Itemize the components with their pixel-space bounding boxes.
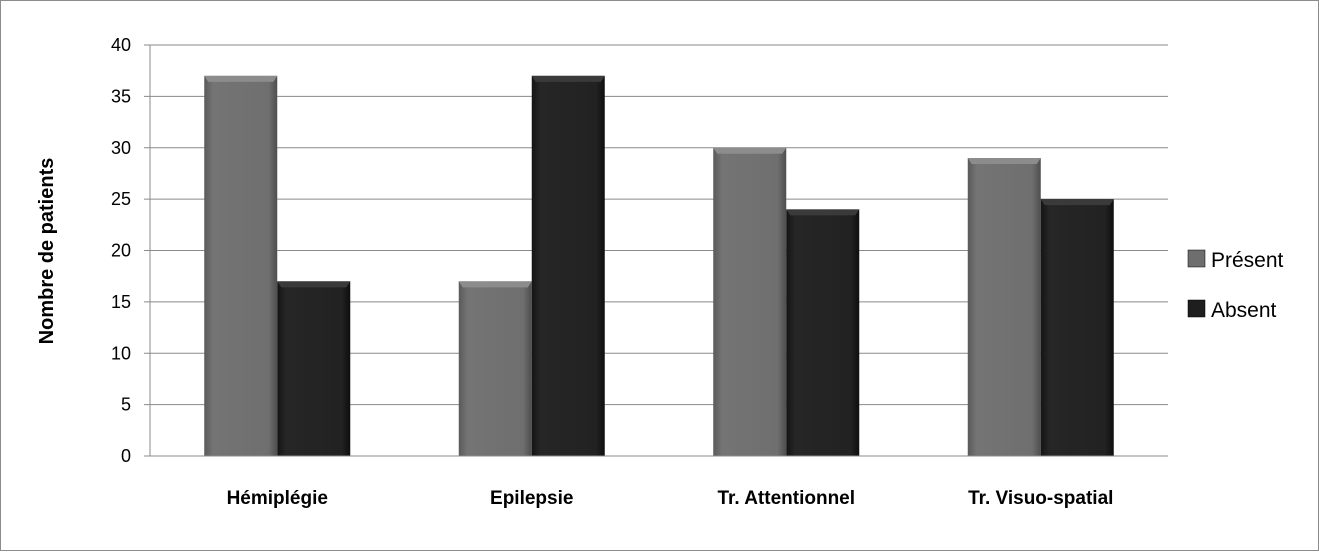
y-tick-label: 20 [111, 241, 131, 261]
legend-item-présent: Présent [1187, 249, 1284, 272]
bar-body [204, 75, 278, 456]
bar-absent [277, 281, 351, 456]
x-category-label: Tr. Attentionnel [717, 488, 855, 509]
bar-absent [1040, 199, 1114, 456]
y-tick-label: 30 [111, 138, 131, 158]
bar-body [531, 75, 605, 456]
x-axis-categories: Hémiplégie Epilepsie Tr. Attentionnel Tr. V… [227, 488, 1114, 509]
bar-présent [967, 158, 1041, 456]
bar-bevel [531, 75, 605, 82]
y-tick-label: 35 [111, 86, 131, 106]
bar-body [786, 209, 860, 456]
y-axis-ticks: 0 5 10 15 20 25 30 35 40 [111, 35, 151, 466]
bar-absent [531, 75, 605, 456]
x-category-label: Tr. Visuo-spatial [968, 488, 1113, 509]
legend: Présent Absent [1187, 249, 1284, 322]
bar-présent [204, 75, 278, 456]
bar-bevel [967, 158, 1041, 165]
legend-swatch [1187, 249, 1206, 268]
y-tick-label: 40 [111, 35, 131, 55]
y-tick-label: 10 [111, 343, 131, 363]
x-category-label: Epilepsie [490, 488, 573, 509]
bar-bevel [204, 75, 278, 82]
x-category-label: Hémiplégie [227, 488, 328, 509]
bar-body [967, 158, 1041, 456]
legend-label: Présent [1211, 249, 1284, 272]
bar-body [713, 147, 787, 456]
legend-swatch [1187, 299, 1206, 318]
bar-bevel [786, 209, 860, 216]
y-tick-label: 0 [121, 446, 131, 466]
bar-body [458, 281, 532, 456]
bar-body [1040, 199, 1114, 456]
bar-présent [713, 147, 787, 456]
y-tick-label: 5 [121, 395, 131, 415]
bar-présent [458, 281, 532, 456]
bar-bevel [713, 147, 787, 154]
bar-absent [786, 209, 860, 456]
y-tick-label: 25 [111, 189, 131, 209]
bar-bevel [458, 281, 532, 288]
legend-item-absent: Absent [1187, 299, 1277, 322]
bar-bevel [277, 281, 351, 288]
y-tick-label: 15 [111, 292, 131, 312]
bar-body [277, 281, 351, 456]
y-axis-label: Nombre de patients [36, 158, 58, 345]
bar-bevel [1040, 199, 1114, 206]
bars [204, 75, 1114, 456]
legend-label: Absent [1211, 299, 1277, 322]
